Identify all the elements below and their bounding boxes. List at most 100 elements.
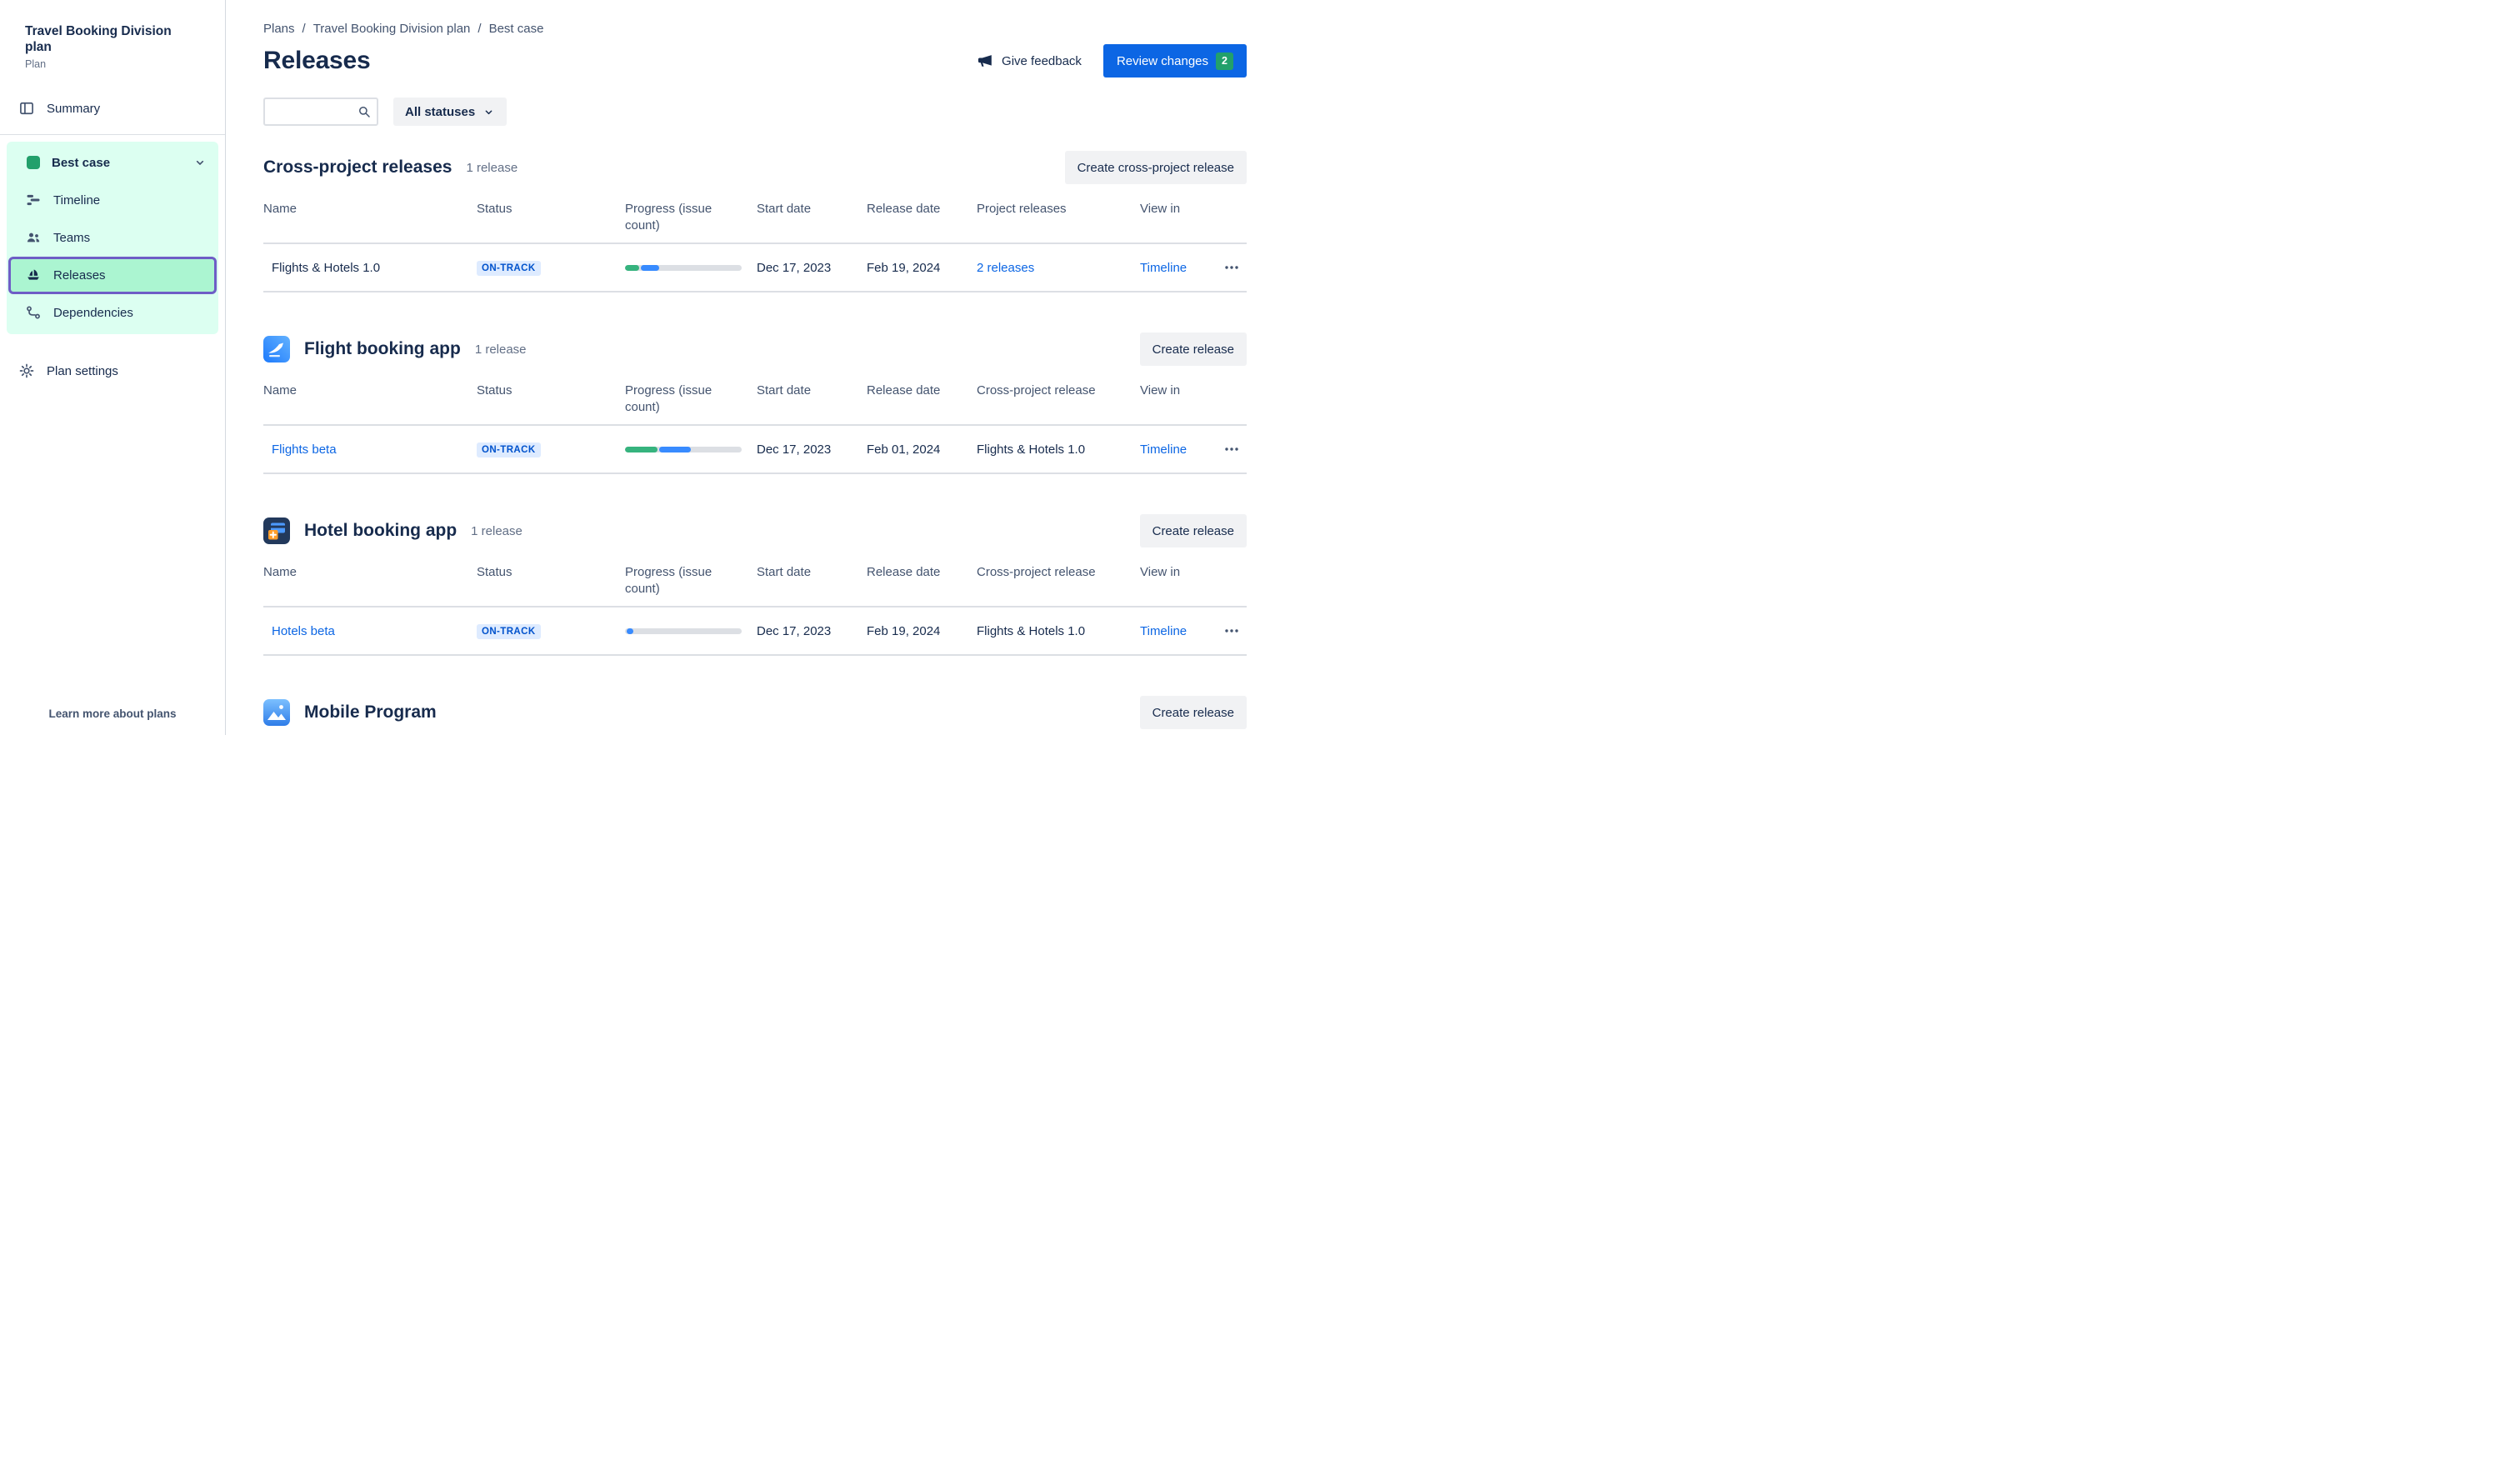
search-box [263, 98, 378, 126]
section-mobile-program: Mobile Program Create release There are … [263, 696, 1247, 735]
release-name-link[interactable]: Flights beta [272, 442, 337, 457]
sidebar-item-releases[interactable]: Releases [8, 256, 217, 294]
column-header-cross-project-release: Cross-project release [977, 565, 1096, 579]
timeline-icon [25, 192, 42, 208]
chevron-down-icon [193, 156, 207, 169]
release-date: Feb 01, 2024 [867, 442, 941, 457]
view-in-timeline-link[interactable]: Timeline [1140, 442, 1188, 457]
sidebar-item-summary[interactable]: Summary [0, 90, 225, 128]
table-header-row: Name Status Progress (issue count) Start… [263, 558, 1247, 608]
column-header-status: Status [477, 202, 512, 216]
section-cross-project-releases: Cross-project releases 1 release Create … [263, 151, 1247, 292]
give-feedback-button[interactable]: Give feedback [972, 47, 1085, 75]
column-header-progress: Progress (issue count) [625, 565, 712, 596]
review-changes-count-badge: 2 [1216, 52, 1233, 70]
progress-blue [640, 264, 660, 271]
sidebar-item-label: Releases [53, 268, 106, 282]
sidebar-item-label: Teams [53, 230, 91, 245]
breadcrumb-plan[interactable]: Travel Booking Division plan [312, 22, 471, 36]
plan-header: Travel Booking Division plan Plan [0, 23, 225, 70]
breadcrumb-separator: / [302, 22, 306, 36]
status-badge: ON-TRACK [477, 260, 541, 276]
cross-project-release-name: Flights & Hotels 1.0 [977, 623, 1086, 638]
page-title: Releases [263, 47, 371, 74]
plan-title: Travel Booking Division plan [25, 24, 172, 55]
breadcrumb-scenario[interactable]: Best case [488, 22, 544, 36]
cross-project-release-name: Flights & Hotels 1.0 [977, 442, 1086, 457]
column-header-cross-project-release: Cross-project release [977, 383, 1096, 398]
status-filter-dropdown[interactable]: All statuses [393, 98, 508, 126]
start-date: Dec 17, 2023 [757, 623, 832, 638]
status-badge: ON-TRACK [477, 623, 541, 639]
progress-blue [659, 446, 691, 452]
breadcrumb-separator: / [478, 22, 482, 36]
more-actions-button[interactable] [1222, 258, 1242, 278]
sidebar-item-best-case[interactable]: Best case [7, 144, 218, 182]
view-in-timeline-link[interactable]: Timeline [1140, 623, 1188, 638]
column-header-release-date: Release date [867, 202, 941, 216]
start-date: Dec 17, 2023 [757, 442, 832, 457]
create-release-button[interactable]: Create release [1139, 332, 1247, 366]
sidebar-item-plan-settings[interactable]: Plan settings [0, 352, 225, 390]
table-row: Flights beta ON-TRACK Dec 17, 2023 Feb 0… [263, 426, 1247, 474]
give-feedback-label: Give feedback [1002, 53, 1082, 68]
start-date: Dec 17, 2023 [757, 260, 832, 275]
create-cross-project-release-button[interactable]: Create cross-project release [1064, 151, 1247, 184]
column-header-release-date: Release date [867, 383, 941, 398]
scenario-name: Best case [52, 155, 111, 170]
sidebar-item-dependencies[interactable]: Dependencies [7, 294, 218, 332]
release-name: Flights & Hotels 1.0 [272, 260, 381, 275]
sidebar-item-label: Timeline [53, 192, 101, 208]
view-in-timeline-link[interactable]: Timeline [1140, 260, 1188, 275]
releases-table: Name Status Progress (issue count) Start… [263, 558, 1247, 656]
column-header-name: Name [263, 202, 298, 216]
sidebar-item-teams[interactable]: Teams [7, 219, 218, 257]
breadcrumb-plans[interactable]: Plans [263, 22, 295, 36]
section-title: Hotel booking app [304, 521, 458, 540]
progress-green [625, 446, 658, 452]
release-date: Feb 19, 2024 [867, 260, 941, 275]
table-row: Hotels beta ON-TRACK Dec 17, 2023 Feb 19… [263, 608, 1247, 656]
plan-subtitle: Plan [25, 58, 47, 70]
column-header-name: Name [263, 565, 298, 579]
create-release-button[interactable]: Create release [1139, 514, 1247, 548]
column-header-view-in: View in [1140, 383, 1181, 398]
sidebar-item-timeline[interactable]: Timeline [7, 182, 218, 219]
release-ship-icon [25, 267, 42, 283]
column-header-view-in: View in [1140, 202, 1181, 216]
review-changes-label: Review changes [1116, 53, 1208, 68]
column-header-status: Status [477, 383, 512, 398]
section-release-count: 1 release [466, 160, 518, 175]
main-content: Plans / Travel Booking Division plan / B… [226, 0, 1260, 735]
table-row: Flights & Hotels 1.0 ON-TRACK Dec 17, 20… [263, 244, 1247, 292]
section-hotel-booking-app: Hotel booking app 1 release Create relea… [263, 514, 1247, 656]
learn-more-link[interactable]: Learn more about plans [48, 708, 177, 720]
hotel-project-icon [263, 518, 290, 544]
column-header-name: Name [263, 383, 298, 398]
section-title: Mobile Program [304, 702, 437, 722]
dependencies-icon [25, 304, 42, 321]
project-releases-link[interactable]: 2 releases [977, 260, 1035, 275]
sidebar-item-label: Summary [47, 101, 101, 116]
column-header-view-in: View in [1140, 565, 1181, 579]
search-input[interactable] [263, 98, 378, 126]
section-flight-booking-app: Flight booking app 1 release Create rele… [263, 332, 1247, 474]
sidebar-item-label: Dependencies [53, 305, 133, 320]
column-header-project-releases: Project releases [977, 202, 1067, 216]
create-release-button[interactable]: Create release [1139, 696, 1247, 729]
review-changes-button[interactable]: Review changes 2 [1102, 44, 1247, 78]
flight-project-icon [263, 336, 290, 362]
column-header-start-date: Start date [757, 383, 812, 398]
more-actions-button[interactable] [1222, 621, 1242, 641]
more-actions-button[interactable] [1222, 439, 1242, 459]
megaphone-icon [976, 52, 994, 70]
summary-board-icon [18, 100, 35, 117]
section-title: Flight booking app [304, 339, 461, 358]
table-header-row: Name Status Progress (issue count) Start… [263, 194, 1247, 244]
status-badge: ON-TRACK [477, 442, 541, 458]
release-name-link[interactable]: Hotels beta [272, 623, 335, 638]
teams-icon [25, 229, 42, 246]
sidebar-divider [0, 133, 225, 135]
filter-toolbar: All statuses [263, 98, 1247, 126]
releases-table: Name Status Progress (issue count) Start… [263, 194, 1247, 292]
